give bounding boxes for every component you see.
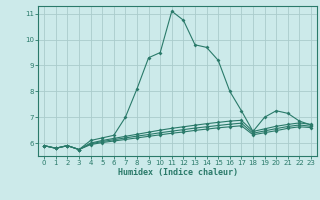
X-axis label: Humidex (Indice chaleur): Humidex (Indice chaleur)	[118, 168, 238, 177]
